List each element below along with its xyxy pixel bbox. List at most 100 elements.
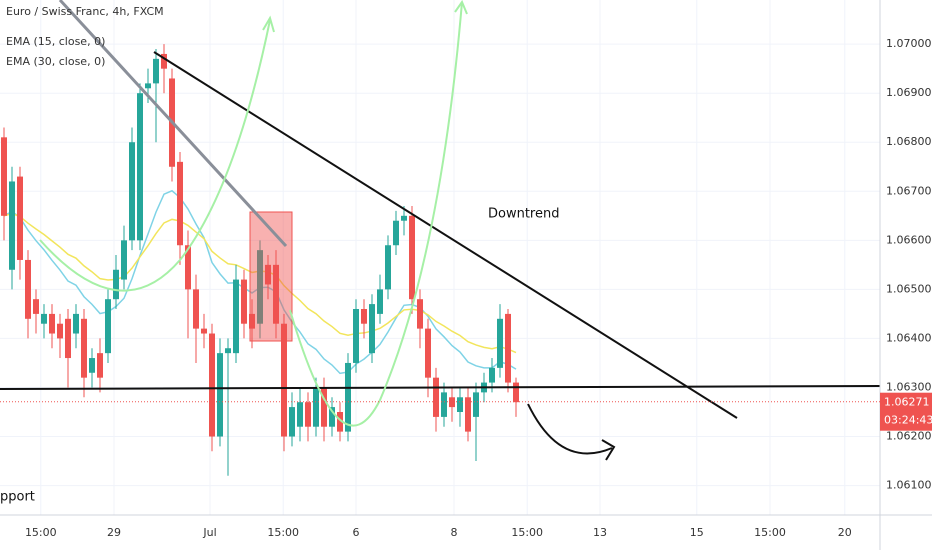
candle-body <box>137 93 143 241</box>
x-tick-label: 15:00 <box>511 526 543 539</box>
annotation: Downtrend <box>488 207 559 222</box>
candle-body <box>17 176 23 260</box>
trend-line <box>58 0 288 248</box>
countdown: 03:24:43 <box>884 414 932 427</box>
candle-body <box>273 264 279 324</box>
candle-body <box>209 333 215 437</box>
candle-body <box>49 313 55 334</box>
candle-body <box>217 353 223 437</box>
candle-body <box>201 328 207 334</box>
candle-body <box>321 387 327 427</box>
candle-body <box>105 299 111 354</box>
candle-body <box>57 323 63 339</box>
y-tick-label: 1.06400 <box>886 331 932 344</box>
candle-body <box>401 215 407 221</box>
arrow-head <box>262 15 275 33</box>
candle-body <box>121 240 127 280</box>
y-tick-label: 1.07000 <box>886 37 932 50</box>
candle-body <box>185 245 191 290</box>
price-label-box <box>880 392 932 431</box>
candle-body <box>9 181 15 270</box>
candle-body <box>257 250 263 324</box>
x-tick-label: 8 <box>451 526 458 539</box>
candle-body <box>329 407 335 427</box>
candle-body <box>161 53 167 69</box>
y-tick-label: 1.06500 <box>886 282 932 295</box>
candle-body <box>265 264 271 285</box>
candle-body <box>233 279 239 354</box>
candle-body <box>33 299 39 314</box>
candle-body <box>417 299 423 329</box>
x-tick-label: 15:00 <box>267 526 299 539</box>
candle-body <box>337 412 343 432</box>
candle-body <box>289 407 295 437</box>
candle-body <box>129 142 135 241</box>
candle-body <box>73 313 79 334</box>
candle-body <box>465 397 471 432</box>
y-tick-label: 1.06800 <box>886 135 932 148</box>
y-tick-label: 1.06200 <box>886 430 932 443</box>
candle-body <box>345 362 351 432</box>
candle-body <box>457 397 463 412</box>
y-tick-label: 1.06700 <box>886 184 932 197</box>
candle-body <box>89 358 95 373</box>
candle-body <box>177 161 183 246</box>
annotation: pport <box>0 490 35 505</box>
candle-body <box>377 289 383 314</box>
candle-body <box>41 313 47 324</box>
candle-body <box>393 220 399 246</box>
candle-body <box>361 309 367 324</box>
chart-title: Euro / Swiss Franc, 4h, FXCM <box>6 5 164 18</box>
forecast-arrow <box>527 403 613 455</box>
candle-body <box>449 397 455 408</box>
candle-body <box>305 402 311 427</box>
y-tick-label: 1.06600 <box>886 233 932 246</box>
arrow-head <box>454 0 468 15</box>
candle-body <box>25 259 31 319</box>
candle-body <box>409 215 415 300</box>
candle-body <box>441 392 447 417</box>
candle-body <box>489 367 495 383</box>
candle-body <box>385 245 391 290</box>
x-tick-label: 15:00 <box>25 526 57 539</box>
candle-body <box>153 58 159 84</box>
candle-body <box>505 313 511 383</box>
candle-body <box>281 323 287 437</box>
candle-body <box>513 382 519 403</box>
candle-body <box>193 289 199 329</box>
price-label: 1.06271 <box>884 396 930 409</box>
candle-body <box>1 137 7 216</box>
downtrend-line <box>153 51 738 419</box>
legend-entry: EMA (30, close, 0) <box>6 55 105 68</box>
x-tick-label: 20 <box>838 526 852 539</box>
y-tick-label: 1.06100 <box>886 479 932 492</box>
candle-body <box>145 83 151 89</box>
candle-body <box>425 328 431 378</box>
candle-body <box>241 279 247 324</box>
candle-body <box>353 309 359 363</box>
projection-arrow <box>289 1 463 427</box>
drawings <box>0 0 881 461</box>
candle-body <box>65 318 71 359</box>
x-tick-label: 15 <box>690 526 704 539</box>
candle-body <box>97 353 103 378</box>
projection-arrow <box>39 19 271 292</box>
candle-body <box>297 402 303 427</box>
candle-body <box>225 348 231 354</box>
candle-body <box>497 318 503 368</box>
candle-body <box>313 387 319 427</box>
legend-entry: EMA (15, close, 0) <box>6 35 105 48</box>
support-line <box>0 385 881 390</box>
x-tick-label: Jul <box>202 526 216 539</box>
candle-body <box>81 318 87 378</box>
candle-body <box>249 313 255 329</box>
candle-body <box>473 392 479 417</box>
x-tick-label: 29 <box>107 526 121 539</box>
axes: 1.06100 1.06200 1.06300 1.06400 1.06500 1.066… <box>25 37 932 539</box>
highlight-box <box>249 211 293 342</box>
y-tick-label: 1.06300 <box>886 380 932 393</box>
x-tick-label: 15:00 <box>754 526 786 539</box>
candle-body <box>369 304 375 354</box>
candle-body <box>113 269 119 300</box>
